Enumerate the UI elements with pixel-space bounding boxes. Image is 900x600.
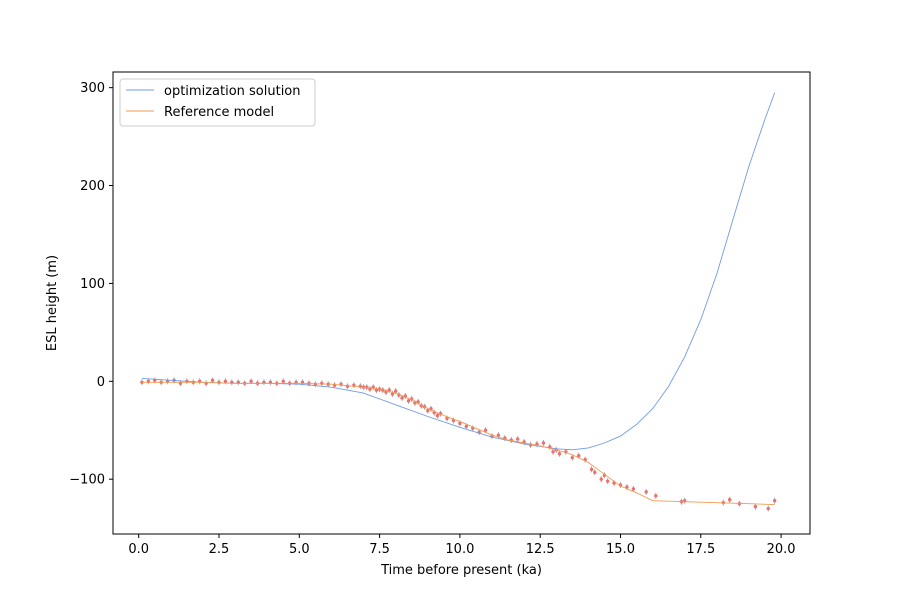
series-line-reference-model <box>141 381 775 506</box>
x-tick-label: 7.5 <box>369 542 390 557</box>
observation-point <box>435 413 440 418</box>
observation-point <box>654 494 658 498</box>
observation-point <box>223 379 228 384</box>
x-axis: 0.0 2.5 5.0 7.5 10.0 12.5 15.0 17.5 20.0 <box>128 534 796 557</box>
x-tick-label: 15.0 <box>606 542 635 557</box>
observation-point <box>483 428 488 432</box>
observation-point <box>393 389 398 393</box>
observation-point <box>728 498 732 502</box>
observation-point <box>320 381 324 385</box>
x-tick-label: 2.5 <box>209 542 230 557</box>
observation-point <box>217 380 221 384</box>
observation-point <box>605 479 610 483</box>
legend-label-reference-model: Reference model <box>164 105 274 120</box>
observation-point <box>426 408 430 413</box>
x-tick-label: 5.0 <box>289 542 310 557</box>
observation-point <box>400 396 404 400</box>
observation-point <box>772 499 777 503</box>
x-tick-label: 17.5 <box>686 542 715 557</box>
x-tick-label: 10.0 <box>445 542 474 557</box>
legend-label-optimization-solution: optimization solution <box>164 84 301 99</box>
observation-point <box>445 416 449 421</box>
observation-point <box>516 437 520 441</box>
plot-area-frame <box>112 71 811 535</box>
legend-box <box>119 78 316 127</box>
x-axis-label: Time before present (ka) <box>380 563 542 578</box>
observation-point <box>541 441 546 445</box>
series-lines <box>141 92 776 506</box>
x-tick-label: 0.0 <box>128 542 149 557</box>
observation-point <box>210 378 215 383</box>
observation-point <box>458 421 462 426</box>
observation-point <box>589 467 594 472</box>
observation-point <box>766 506 770 511</box>
y-axis: −100 0 100 200 300 <box>69 81 113 488</box>
y-tick-label: 0 <box>97 375 105 390</box>
observation-point <box>557 452 562 456</box>
observation-point <box>625 485 629 489</box>
y-axis-label: ESL height (m) <box>45 255 60 351</box>
y-tick-label: 300 <box>80 81 105 96</box>
y-tick-label: −100 <box>69 473 105 488</box>
observation-point <box>390 392 395 396</box>
y-tick-label: 200 <box>80 179 105 194</box>
observation-point <box>593 470 597 475</box>
y-tick-label: 100 <box>80 277 105 292</box>
observation-point <box>599 477 603 481</box>
observation-point <box>753 504 758 509</box>
observation-point <box>464 424 469 429</box>
x-tick-label: 12.5 <box>526 542 555 557</box>
observation-point <box>644 490 648 494</box>
observation-point <box>496 433 501 437</box>
legend: optimization solution Reference model <box>119 78 316 127</box>
observation-point <box>249 379 253 384</box>
observation-point <box>631 487 636 491</box>
x-tick-label: 20.0 <box>767 542 796 557</box>
observation-points <box>140 377 777 512</box>
observation-point <box>406 399 411 403</box>
observation-point <box>281 379 285 384</box>
observation-point <box>551 450 555 454</box>
series-line-optimization-solution <box>141 92 776 451</box>
observation-point <box>577 453 581 458</box>
observation-point <box>570 455 575 460</box>
